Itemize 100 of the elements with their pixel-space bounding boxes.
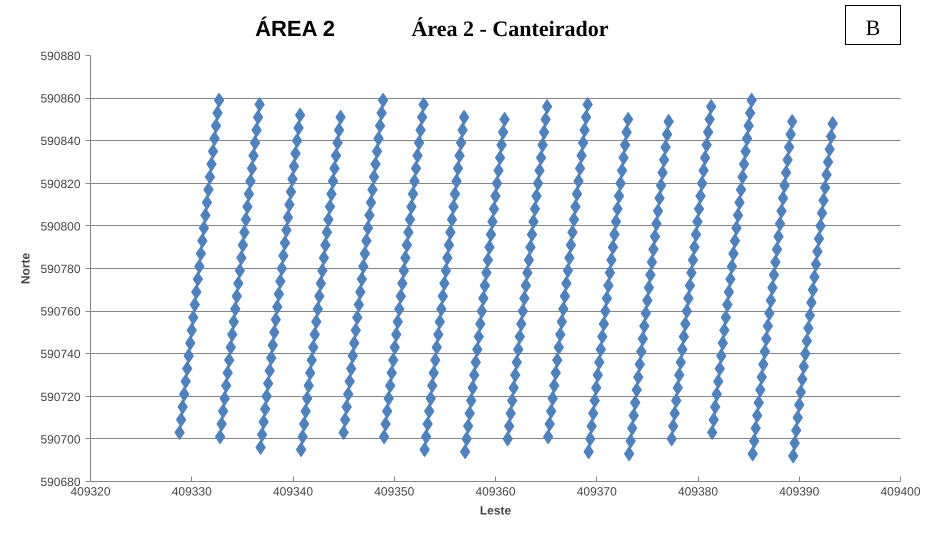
point xyxy=(292,133,302,148)
point xyxy=(814,231,824,246)
point xyxy=(642,292,653,308)
point xyxy=(764,306,775,321)
point xyxy=(608,240,618,255)
point xyxy=(583,444,594,460)
point xyxy=(196,246,206,262)
point xyxy=(320,238,331,253)
point xyxy=(341,399,352,414)
point xyxy=(615,176,626,191)
point xyxy=(294,108,306,123)
point xyxy=(408,186,418,202)
point xyxy=(531,188,542,204)
point xyxy=(438,288,448,304)
point xyxy=(704,112,715,127)
point xyxy=(402,238,412,253)
point xyxy=(570,199,581,214)
point xyxy=(782,152,793,168)
point xyxy=(820,180,830,196)
point xyxy=(370,156,381,172)
point xyxy=(766,292,776,308)
point xyxy=(582,96,593,112)
point xyxy=(616,163,628,178)
point xyxy=(282,210,294,225)
point xyxy=(657,165,668,180)
point xyxy=(450,186,460,202)
point xyxy=(460,444,470,460)
point xyxy=(560,288,570,304)
point xyxy=(810,256,822,272)
point xyxy=(378,92,388,108)
point xyxy=(572,186,582,202)
point xyxy=(663,114,674,130)
point xyxy=(197,233,208,248)
point xyxy=(258,414,269,430)
x-tick-label: 409380 xyxy=(678,484,718,498)
point xyxy=(815,218,826,234)
point xyxy=(520,278,532,294)
point xyxy=(488,201,500,216)
point xyxy=(260,402,270,417)
point xyxy=(827,116,838,132)
chart-subtitle: Área 2 - Canteirador xyxy=(412,15,608,43)
y-tick-label: 590860 xyxy=(40,92,81,106)
x-tick-label: 409340 xyxy=(272,484,314,498)
point xyxy=(662,126,672,142)
point xyxy=(278,248,289,264)
point xyxy=(490,188,501,204)
point xyxy=(480,278,490,294)
point xyxy=(701,137,712,152)
point xyxy=(774,216,786,232)
x-tick-label: 409360 xyxy=(475,484,516,498)
point xyxy=(366,194,376,210)
point xyxy=(773,229,784,244)
point xyxy=(600,304,611,319)
x-tick-label: 409350 xyxy=(374,484,415,498)
point xyxy=(779,178,790,193)
point xyxy=(802,333,812,348)
point xyxy=(566,238,576,253)
point xyxy=(298,416,310,432)
point xyxy=(614,188,624,204)
point xyxy=(458,110,470,125)
point xyxy=(812,244,823,259)
point xyxy=(768,267,780,282)
point xyxy=(456,135,466,150)
point xyxy=(290,146,301,161)
point xyxy=(324,199,336,214)
point xyxy=(818,192,829,208)
point xyxy=(609,226,620,242)
point xyxy=(574,160,586,176)
point xyxy=(338,425,349,440)
point xyxy=(364,208,375,223)
point xyxy=(316,276,326,291)
point xyxy=(397,276,408,291)
point xyxy=(493,163,504,178)
point xyxy=(406,199,417,214)
point xyxy=(730,233,740,248)
point xyxy=(622,112,634,127)
point xyxy=(457,122,468,138)
point xyxy=(567,224,578,240)
point xyxy=(496,137,507,152)
point xyxy=(469,368,480,382)
point xyxy=(194,258,205,274)
point xyxy=(218,404,228,419)
point xyxy=(561,276,572,291)
point xyxy=(219,390,230,406)
point xyxy=(772,242,782,257)
point xyxy=(214,429,226,444)
point xyxy=(692,214,703,230)
point xyxy=(239,224,250,240)
point xyxy=(244,186,254,202)
point xyxy=(445,224,456,240)
point xyxy=(746,92,757,108)
point xyxy=(579,122,590,138)
point xyxy=(373,131,384,146)
point xyxy=(276,261,288,276)
point xyxy=(770,254,781,270)
point xyxy=(580,110,592,125)
point xyxy=(416,110,428,125)
point xyxy=(330,148,342,164)
point xyxy=(280,235,290,250)
point xyxy=(604,265,616,280)
